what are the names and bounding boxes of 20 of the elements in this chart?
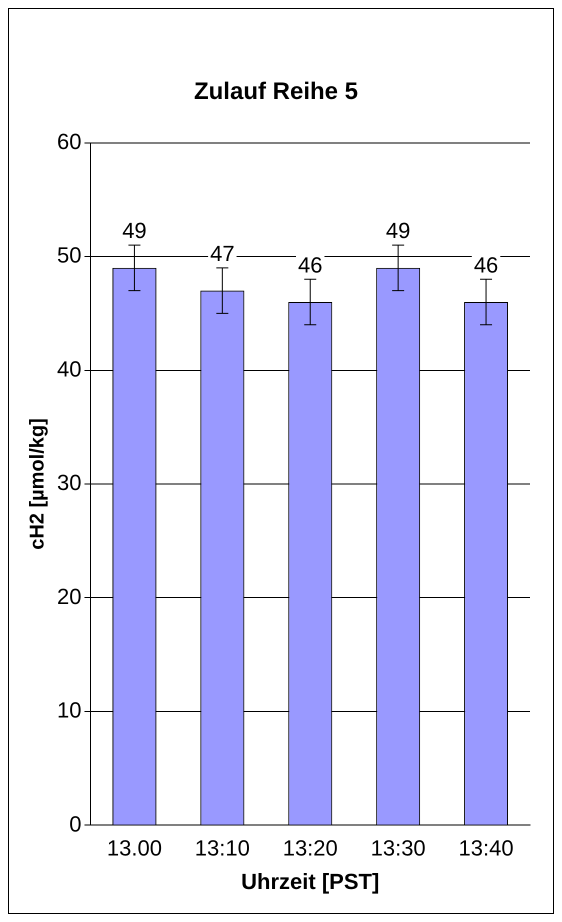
y-tick-label: 30 [56, 470, 82, 496]
x-tick-label: 13:40 [458, 835, 514, 860]
y-tick-label: 50 [56, 242, 82, 268]
data-label: 46 [298, 252, 322, 278]
y-tick-label: 40 [56, 356, 82, 382]
x-tick-label: 13.00 [106, 835, 162, 860]
data-label: 46 [474, 252, 498, 278]
x-tick-label: 13:10 [194, 835, 250, 860]
y-tick-label: 20 [56, 584, 82, 609]
x-tick-label: 13:30 [370, 835, 426, 860]
y-axis-title: cH2 [µmol/kg] [26, 418, 49, 550]
chart-title: Zulauf Reihe 5 [194, 78, 358, 106]
data-label: 49 [122, 218, 147, 244]
x-tick-label: 13:20 [282, 835, 338, 860]
y-tick-label: 10 [56, 698, 82, 723]
y-tick-label: 0 [69, 811, 82, 836]
x-axis-title: Uhrzeit [PST] [241, 868, 380, 894]
y-tick-label: 60 [56, 128, 82, 154]
data-label: 49 [386, 218, 410, 244]
data-label: 47 [210, 240, 235, 266]
